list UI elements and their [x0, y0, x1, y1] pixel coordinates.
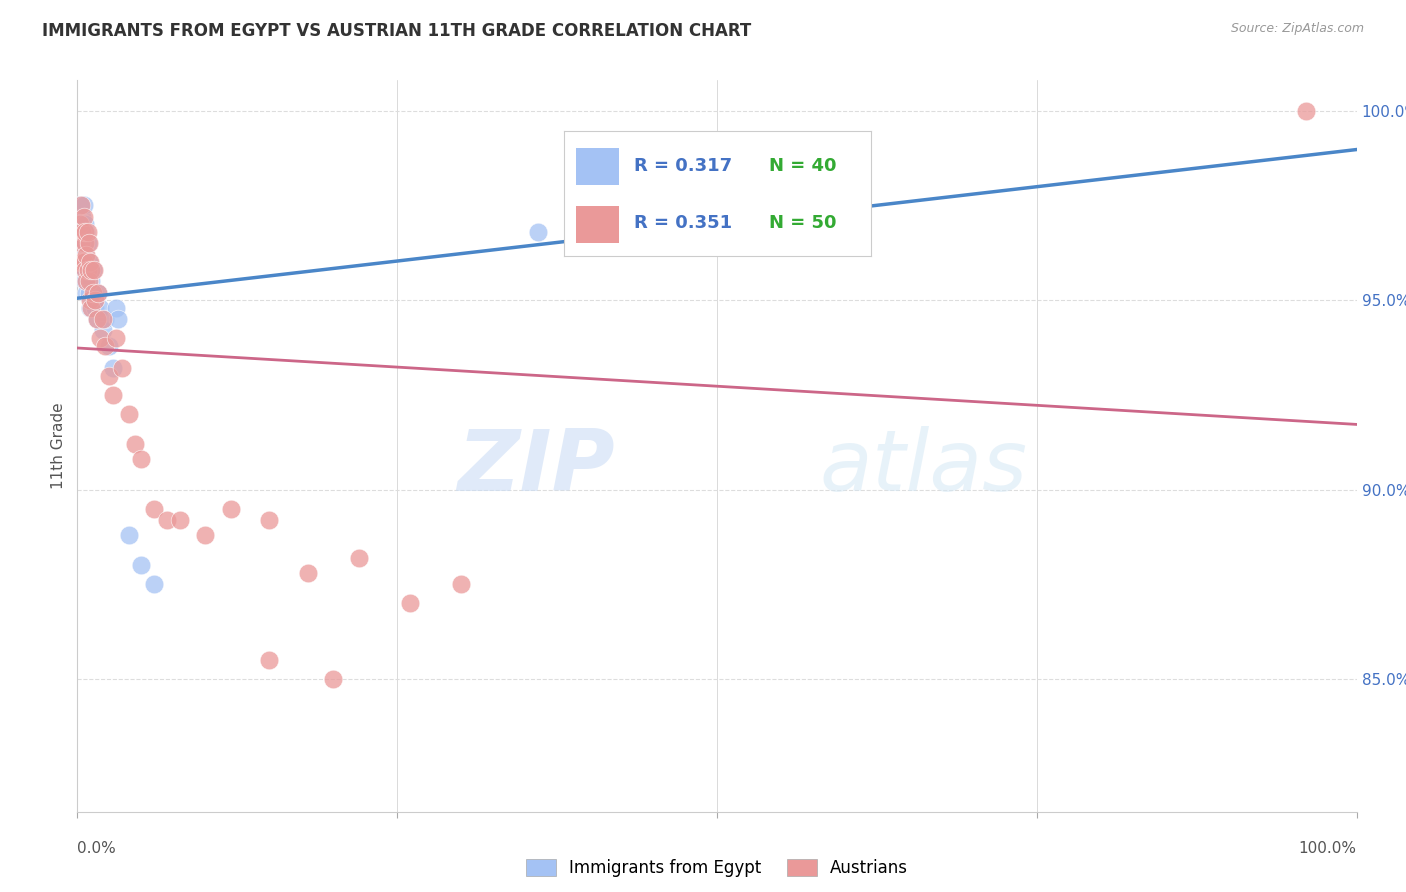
Point: [83, 285, 105, 300]
Point: [527, 225, 550, 239]
Point: [76, 236, 98, 251]
Point: [73, 210, 96, 224]
Point: [73, 262, 96, 277]
Point: [194, 528, 217, 542]
Point: [72, 255, 94, 269]
Point: [129, 452, 153, 467]
Point: [87, 285, 110, 300]
Point: [104, 331, 127, 345]
Point: [706, 141, 728, 155]
Point: [94, 338, 117, 352]
Point: [72, 225, 94, 239]
Text: IMMIGRANTS FROM EGYPT VS AUSTRIAN 11TH GRADE CORRELATION CHART: IMMIGRANTS FROM EGYPT VS AUSTRIAN 11TH G…: [42, 22, 751, 40]
Point: [69, 198, 91, 212]
Legend: Immigrants from Egypt, Austrians: Immigrants from Egypt, Austrians: [519, 853, 915, 884]
Point: [399, 596, 422, 610]
Point: [76, 262, 98, 277]
Point: [76, 262, 98, 277]
Point: [82, 285, 104, 300]
Point: [101, 361, 124, 376]
Point: [297, 566, 319, 580]
Point: [322, 672, 344, 686]
Point: [450, 577, 472, 591]
Point: [169, 513, 191, 527]
Point: [143, 501, 166, 516]
Point: [72, 210, 94, 224]
Point: [101, 388, 124, 402]
Point: [84, 293, 107, 307]
Point: [117, 407, 139, 421]
Point: [347, 550, 370, 565]
Point: [98, 368, 121, 383]
Point: [75, 285, 97, 300]
Point: [80, 262, 103, 277]
Point: [73, 262, 96, 277]
Point: [69, 217, 91, 231]
Point: [770, 186, 793, 201]
Point: [79, 255, 101, 269]
Point: [259, 653, 281, 667]
Point: [73, 198, 96, 212]
Point: [75, 255, 97, 269]
Point: [1295, 103, 1317, 118]
Point: [89, 301, 111, 315]
Point: [91, 323, 114, 337]
Point: [86, 312, 108, 326]
Point: [79, 293, 101, 307]
Point: [82, 262, 104, 277]
Point: [77, 274, 100, 288]
Point: [80, 274, 103, 288]
Point: [72, 255, 94, 269]
Point: [73, 225, 96, 239]
Point: [259, 513, 281, 527]
Text: 0.0%: 0.0%: [77, 841, 117, 856]
Point: [111, 361, 134, 376]
Point: [89, 331, 111, 345]
Point: [91, 312, 114, 326]
Point: [124, 437, 146, 451]
Point: [76, 225, 98, 239]
Point: [77, 255, 100, 269]
Point: [70, 217, 93, 231]
Point: [75, 225, 97, 239]
Point: [72, 225, 94, 239]
Point: [94, 312, 117, 326]
Point: [75, 274, 97, 288]
Point: [73, 274, 96, 288]
Point: [79, 301, 101, 315]
Point: [86, 312, 108, 326]
Point: [73, 217, 96, 231]
Point: [73, 255, 96, 269]
Y-axis label: 11th Grade: 11th Grade: [51, 402, 66, 490]
Point: [107, 312, 129, 326]
Point: [77, 236, 100, 251]
Point: [75, 247, 97, 261]
Text: atlas: atlas: [820, 426, 1028, 509]
Point: [77, 285, 100, 300]
Point: [70, 236, 93, 251]
Point: [80, 301, 103, 315]
Point: [79, 262, 101, 277]
Point: [143, 577, 166, 591]
Point: [69, 255, 91, 269]
Point: [129, 558, 153, 573]
Point: [117, 528, 139, 542]
Point: [73, 236, 96, 251]
Point: [73, 236, 96, 251]
Point: [73, 247, 96, 261]
Point: [98, 338, 121, 352]
Point: [83, 262, 105, 277]
Point: [156, 513, 179, 527]
Point: [104, 301, 127, 315]
Point: [82, 293, 104, 307]
Text: ZIP: ZIP: [457, 426, 614, 509]
Point: [219, 501, 242, 516]
Text: 100.0%: 100.0%: [1299, 841, 1357, 856]
Point: [84, 301, 107, 315]
Point: [70, 198, 93, 212]
Text: Source: ZipAtlas.com: Source: ZipAtlas.com: [1230, 22, 1364, 36]
Point: [87, 285, 110, 300]
Point: [70, 236, 93, 251]
